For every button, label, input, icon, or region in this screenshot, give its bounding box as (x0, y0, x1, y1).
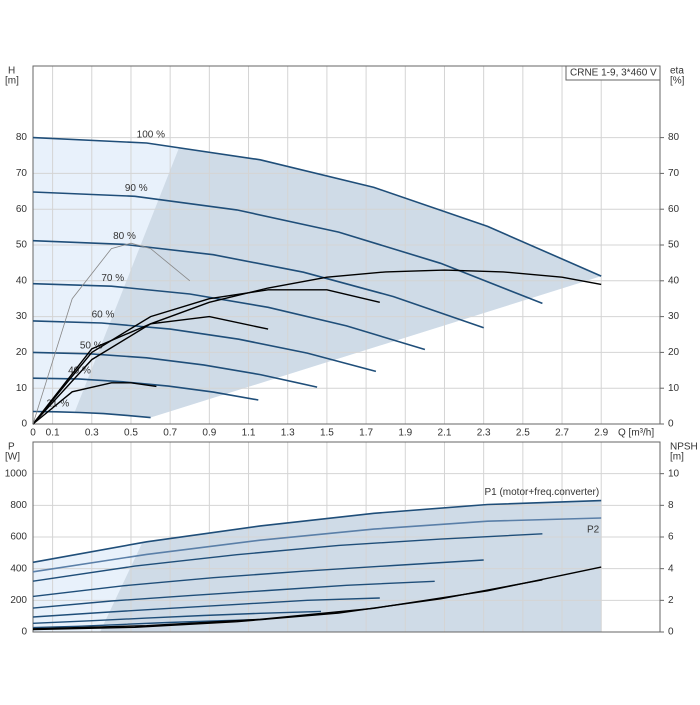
y-tick-label: 0 (21, 419, 27, 430)
y2-axis-label: NPSH (670, 442, 698, 453)
series-line (32, 579, 543, 631)
y-axis-unit: [m] (5, 76, 19, 87)
x-tick-label: 1.1 (242, 428, 256, 439)
y-tick-label: 40 (16, 275, 28, 286)
y-tick-label: 200 (10, 595, 27, 606)
series-label: 50 % (80, 340, 103, 351)
series-line (32, 618, 267, 629)
x-tick-label: 0 (30, 428, 36, 439)
series-line (32, 499, 602, 564)
series-line (32, 289, 380, 425)
y2-tick-label: 30 (668, 311, 680, 322)
y-tick-label: 70 (16, 168, 28, 179)
y2-axis-unit: [m] (670, 452, 684, 463)
series-line (32, 269, 602, 425)
series-label: P1 (motor+freq.converter) (484, 487, 599, 498)
y-axis-label: H (8, 66, 15, 77)
x-tick-label: 0.5 (124, 428, 138, 439)
y2-tick-label: 4 (668, 563, 674, 574)
y2-tick-label: 2 (668, 595, 674, 606)
y-tick-label: 50 (16, 240, 28, 251)
y-tick-label: 800 (10, 500, 27, 511)
y2-axis-unit: [%] (670, 76, 685, 87)
y2-tick-label: 0 (668, 419, 674, 430)
y-tick-label: 0 (21, 627, 27, 638)
y-tick-label: 10 (16, 383, 28, 394)
series-label: 40 % (68, 366, 91, 377)
series-line (32, 282, 426, 351)
title-box (565, 65, 661, 81)
y-tick-label: 30 (16, 311, 28, 322)
x-tick-label: 1.3 (281, 428, 295, 439)
x-tick-label: 1.9 (398, 428, 412, 439)
series-line (32, 136, 602, 277)
x-tick-label: 2.3 (477, 428, 491, 439)
x-tick-label: 0.7 (163, 428, 177, 439)
x-tick-label: 2.5 (516, 428, 530, 439)
y-tick-label: 20 (16, 347, 28, 358)
series-line (32, 517, 602, 573)
y-axis-unit: [W] (5, 452, 20, 463)
series-line (32, 597, 380, 618)
y2-tick-label: 80 (668, 132, 680, 143)
x-tick-label: 1.5 (320, 428, 334, 439)
x-tick-label: 2.7 (555, 428, 569, 439)
y2-tick-label: 0 (668, 627, 674, 638)
series-line (32, 533, 543, 582)
x-tick-label: 0.3 (85, 428, 99, 439)
y-tick-label: 80 (16, 132, 28, 143)
series-label: 100 % (137, 130, 165, 141)
series-line (32, 410, 151, 419)
y2-tick-label: 50 (668, 240, 680, 251)
y2-tick-label: 10 (668, 468, 680, 479)
series-label: 60 % (92, 310, 115, 321)
series-line (32, 580, 435, 609)
chart-title: CRNE 1-9, 3*460 V (570, 68, 657, 79)
series-label: 80 % (113, 231, 136, 242)
y-axis-label: P (8, 442, 15, 453)
series-label: P2 (587, 525, 600, 536)
series-line (32, 320, 377, 373)
x-tick-label: 0.1 (46, 428, 60, 439)
series-line (32, 610, 322, 624)
series-line (32, 315, 269, 425)
y2-axis-label: eta (670, 66, 684, 77)
y2-tick-label: 60 (668, 204, 680, 215)
y-tick-label: 400 (10, 563, 27, 574)
x-tick-label: 2.9 (594, 428, 608, 439)
y2-tick-label: 8 (668, 500, 674, 511)
series-label: 70 % (101, 273, 124, 284)
series-line (32, 239, 484, 329)
region-dark (100, 500, 602, 632)
y2-tick-label: 10 (668, 383, 680, 394)
x-axis-label: Q [m³/h] (618, 428, 654, 439)
x-tick-label: 0.9 (202, 428, 216, 439)
x-tick-label: 1.7 (359, 428, 373, 439)
series-line (32, 559, 484, 598)
y-tick-label: 600 (10, 532, 27, 543)
region-dark (70, 137, 602, 418)
y2-tick-label: 6 (668, 532, 674, 543)
series-line (32, 382, 157, 425)
y2-tick-label: 20 (668, 347, 680, 358)
series-line (32, 242, 191, 425)
series-label: 90 % (125, 183, 148, 194)
y-tick-label: 1000 (5, 468, 28, 479)
y2-tick-label: 40 (668, 275, 680, 286)
y2-tick-label: 70 (668, 168, 680, 179)
series-line (32, 351, 318, 388)
y-tick-label: 60 (16, 204, 28, 215)
x-tick-label: 2.1 (438, 428, 452, 439)
